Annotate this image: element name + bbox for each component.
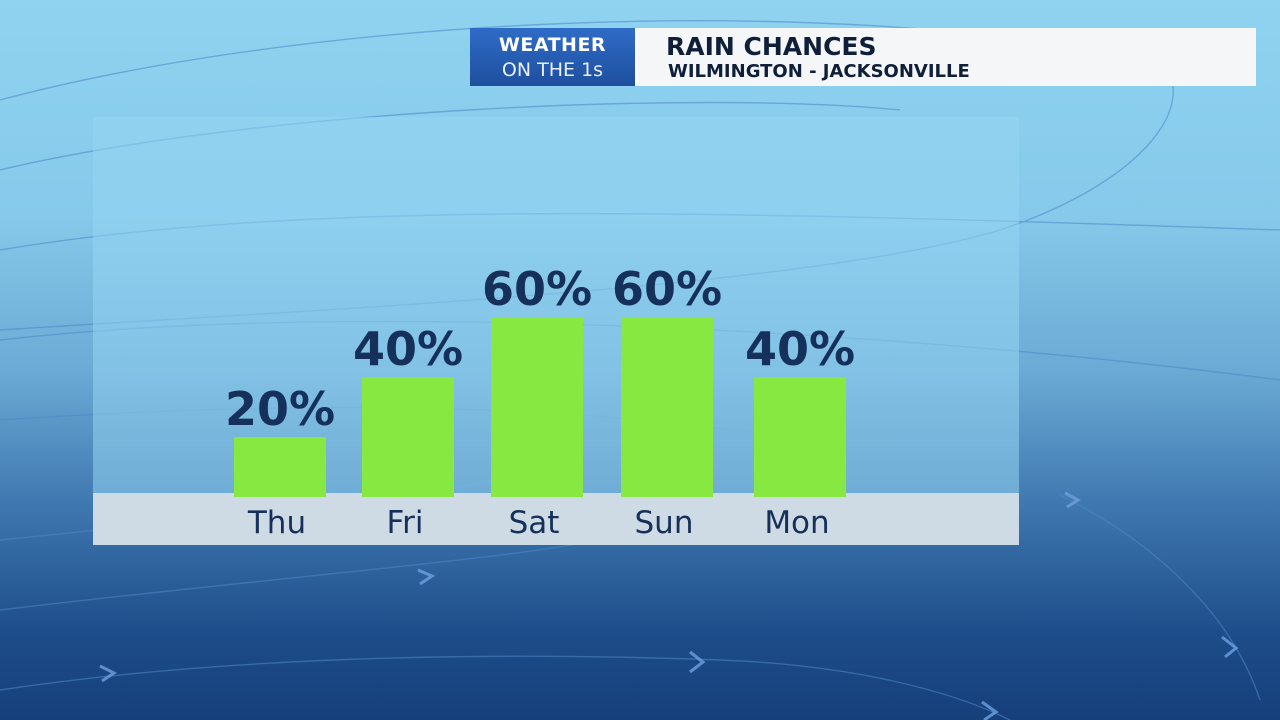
value-label-sat: 60%: [482, 262, 592, 316]
chart-title: RAIN CHANCES: [666, 32, 877, 61]
category-label-sun: Sun: [635, 505, 694, 541]
category-label-sat: Sat: [509, 505, 560, 541]
category-label-fri: Fri: [387, 505, 424, 541]
value-label-sun: 60%: [612, 262, 722, 316]
logo-line-1: WEATHER: [498, 34, 607, 56]
weather-logo: WEATHER ON THE 1s: [470, 28, 638, 86]
bar-thu: [234, 437, 326, 497]
category-label-thu: Thu: [247, 505, 306, 541]
value-label-fri: 40%: [353, 322, 463, 376]
category-label-mon: Mon: [764, 505, 829, 541]
bar-mon: [754, 377, 846, 497]
header-banner: WEATHER ON THE 1s RAIN CHANCES WILMINGTO…: [470, 28, 1256, 86]
bar-sat: [491, 317, 583, 497]
value-label-thu: 20%: [225, 382, 335, 436]
value-label-mon: 40%: [745, 322, 855, 376]
logo-line-2: ON THE 1s: [501, 59, 604, 81]
x-axis-band: [93, 493, 1019, 545]
chart-subtitle: WILMINGTON - JACKSONVILLE: [668, 61, 970, 82]
bar-fri: [362, 377, 454, 497]
bar-sun: [621, 317, 713, 497]
